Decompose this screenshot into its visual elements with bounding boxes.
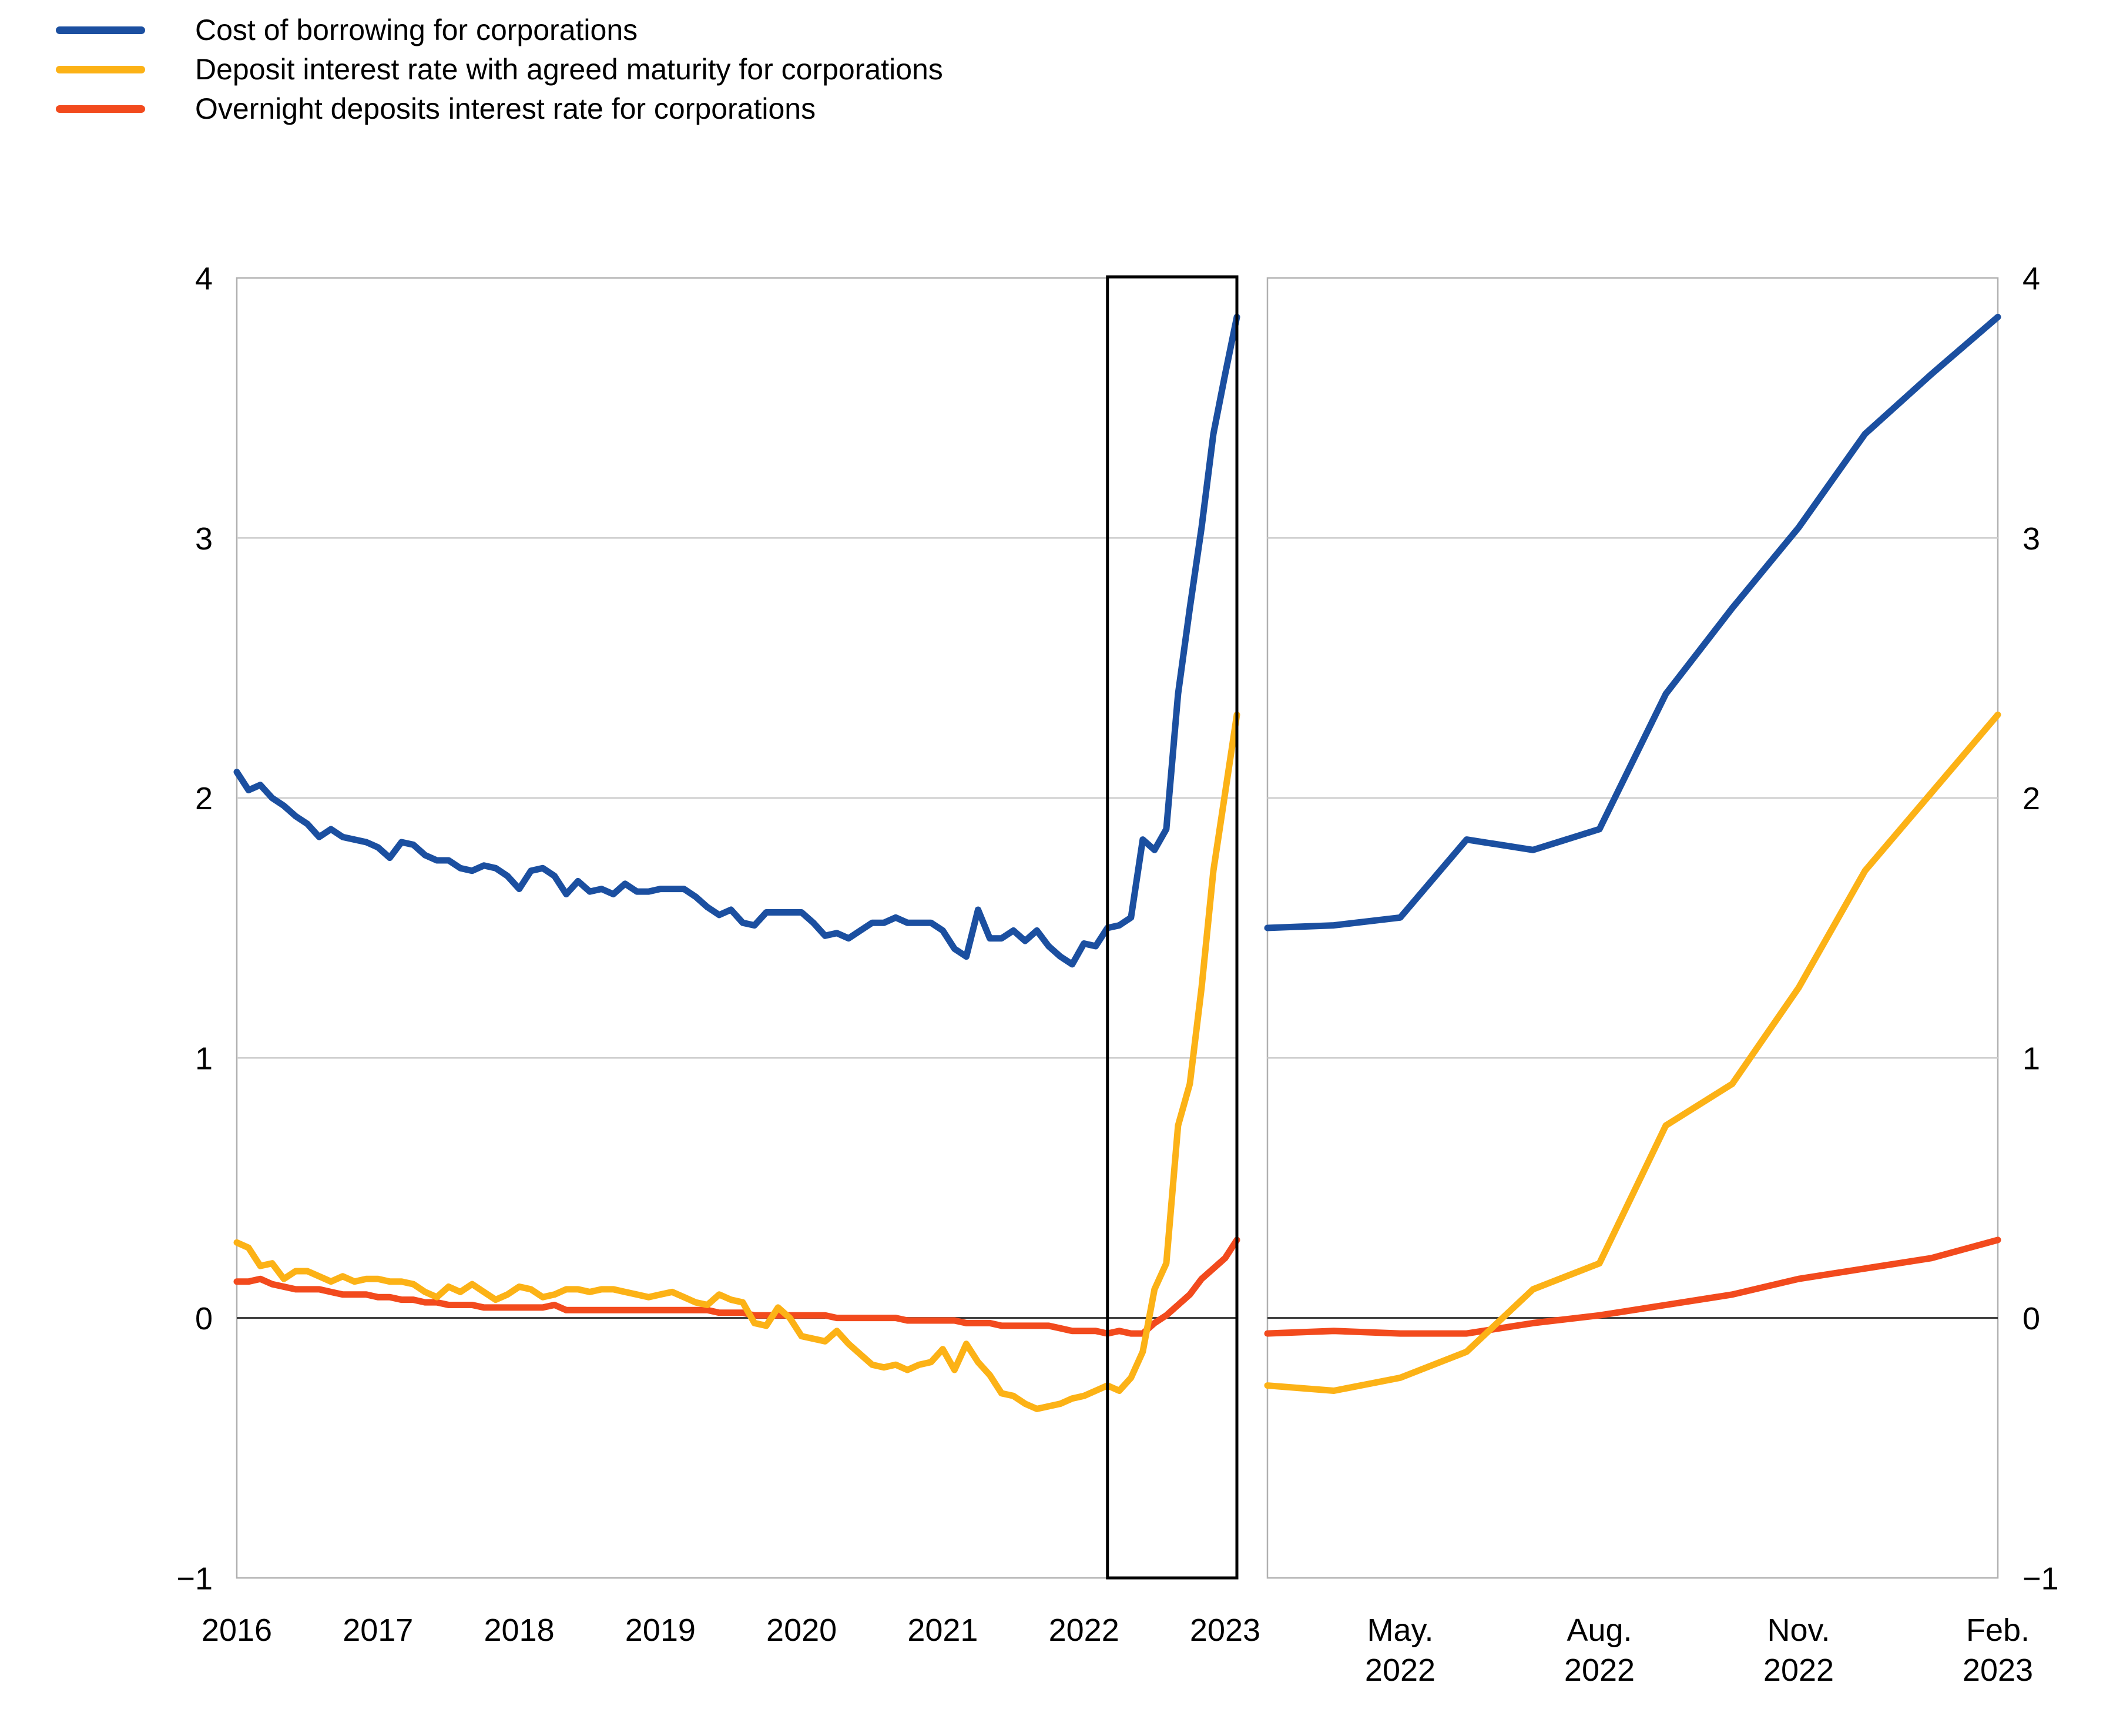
y-axis-label: 1 — [195, 1041, 213, 1077]
legend-item-label: Overnight deposits interest rate for cor… — [195, 92, 816, 125]
y-axis-label: 4 — [195, 261, 213, 296]
x-axis-label: May. — [1367, 1613, 1433, 1648]
panel-right: 4 3 2 1 0 −1 May. 2022 Aug. 2022 Nov. 2022 Feb. 2023 — [1264, 261, 2059, 1688]
y-axis-label: 4 — [2022, 261, 2040, 296]
legend-item-overnight-deposits: Overnight deposits interest rate for cor… — [56, 94, 943, 123]
x-axis-label: 2019 — [625, 1613, 696, 1648]
series-line-overnight-deposits-interest-rate-for-corporations — [1264, 1236, 2001, 1337]
y-axis-label: 3 — [195, 521, 213, 557]
y-axis-label: 0 — [195, 1301, 213, 1336]
x-axis-label: 2020 — [766, 1613, 837, 1648]
series-line-overnight-deposits-interest-rate-for-corporations — [233, 1236, 1240, 1337]
y-axis-label: −1 — [2022, 1561, 2059, 1596]
x-axis-label: 2021 — [907, 1613, 978, 1648]
x-axis-label: 2022 — [1564, 1653, 1635, 1688]
legend-item-label: Deposit interest rate with agreed maturi… — [195, 53, 943, 86]
y-axis-label: −1 — [176, 1561, 213, 1596]
y-axis-label: 3 — [2022, 521, 2040, 557]
panel-border — [236, 277, 1238, 1579]
x-axis-label: Feb. — [1966, 1613, 2030, 1648]
legend-item-cost-of-borrowing: Cost of borrowing for corporations — [56, 15, 943, 45]
y-axis-label: 2 — [195, 781, 213, 816]
y-axis-label: 2 — [2022, 781, 2040, 816]
legend-item-label: Cost of borrowing for corporations — [195, 14, 638, 46]
legend-line-blue-icon — [56, 26, 145, 34]
x-axis-label: 2022 — [1763, 1653, 1834, 1688]
series-line-deposit-interest-rate-with-agreed-maturity-for-corporations — [1264, 711, 2001, 1394]
series-line-cost-of-borrowing-for-corporations — [1264, 313, 2001, 931]
legend-line-yellow-icon — [56, 65, 145, 73]
x-axis-label: 2023 — [1190, 1613, 1260, 1648]
series-line-deposit-interest-rate-with-agreed-maturity-for-corporations — [233, 711, 1240, 1412]
x-axis-label: 2017 — [343, 1613, 413, 1648]
y-axis-label: 0 — [2022, 1301, 2040, 1336]
y-axis-label: 1 — [2022, 1041, 2040, 1077]
x-axis-label: 2016 — [202, 1613, 272, 1648]
x-axis-label: 2023 — [1963, 1653, 2033, 1688]
x-axis-label: Aug. — [1567, 1613, 1632, 1648]
x-axis-label: Nov. — [1767, 1613, 1830, 1648]
series-line-cost-of-borrowing-for-corporations — [233, 313, 1240, 968]
x-axis-label: 2022 — [1365, 1653, 1435, 1688]
highlight-rectangle — [1106, 275, 1239, 1580]
x-axis-label: 2022 — [1049, 1613, 1119, 1648]
x-axis-label: 2018 — [484, 1613, 554, 1648]
legend: Cost of borrowing for corporations Depos… — [56, 15, 943, 123]
legend-line-red-icon — [56, 105, 145, 113]
panel-left: 4 3 2 1 0 −1 2016 2017 2018 2019 2020 2021 2022 2023 — [176, 261, 1260, 1648]
legend-item-deposit-agreed-maturity: Deposit interest rate with agreed maturi… — [56, 55, 943, 84]
